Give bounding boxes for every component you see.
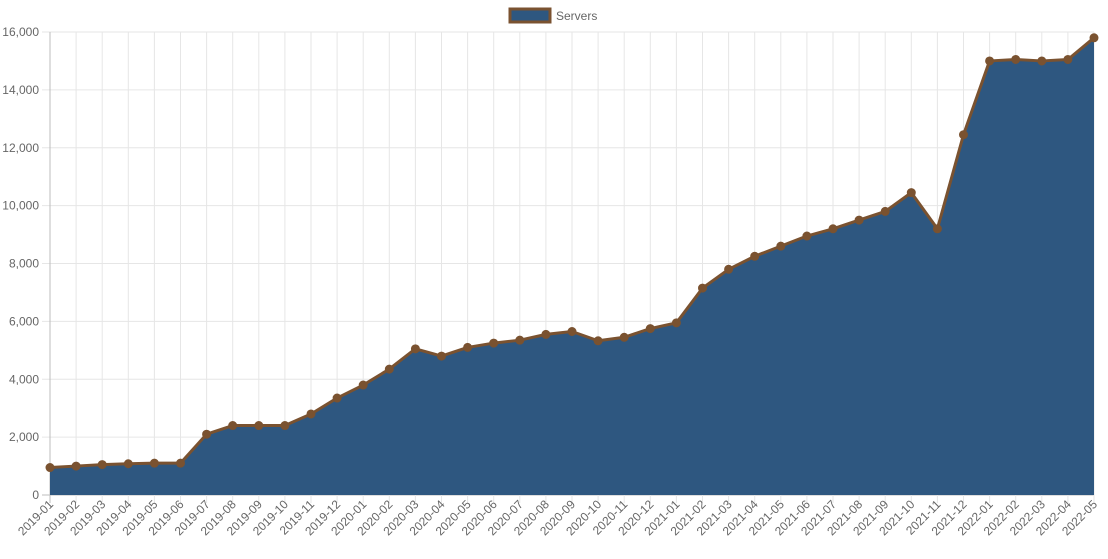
- data-point[interactable]: [802, 231, 812, 241]
- data-point[interactable]: [1011, 54, 1021, 64]
- y-tick-label: 0: [32, 488, 39, 502]
- x-axis: 2019-012019-022019-032019-042019-052019-…: [15, 497, 1100, 538]
- data-point[interactable]: [671, 318, 681, 328]
- data-point[interactable]: [463, 342, 473, 352]
- data-point[interactable]: [619, 332, 629, 342]
- data-point[interactable]: [828, 224, 838, 234]
- y-tick-label: 16,000: [2, 25, 39, 39]
- data-point[interactable]: [280, 421, 290, 431]
- data-point[interactable]: [71, 461, 81, 471]
- y-tick-label: 2,000: [9, 430, 39, 444]
- data-point[interactable]: [1037, 56, 1047, 66]
- y-tick-label: 12,000: [2, 141, 39, 155]
- data-point[interactable]: [384, 364, 394, 374]
- data-point[interactable]: [306, 409, 316, 419]
- data-point[interactable]: [1089, 33, 1099, 43]
- data-point[interactable]: [437, 351, 446, 361]
- series-points: [45, 33, 1099, 473]
- y-tick-label: 6,000: [9, 314, 39, 328]
- data-point[interactable]: [1063, 54, 1073, 64]
- data-point[interactable]: [932, 224, 942, 234]
- data-point[interactable]: [97, 460, 107, 470]
- data-point[interactable]: [750, 251, 760, 261]
- area-fill: [50, 37, 1094, 495]
- data-point[interactable]: [410, 344, 420, 354]
- data-point[interactable]: [985, 56, 995, 66]
- y-tick-label: 14,000: [2, 83, 39, 97]
- data-point[interactable]: [489, 338, 499, 348]
- data-point[interactable]: [228, 421, 238, 431]
- data-point[interactable]: [541, 329, 551, 339]
- data-point[interactable]: [123, 459, 133, 469]
- data-point[interactable]: [776, 241, 786, 251]
- data-point[interactable]: [202, 429, 212, 439]
- y-axis: 0 2,000 4,000 6,000 8,000 10,000 12,000 14,000 1…: [2, 25, 39, 502]
- y-tick-label: 8,000: [9, 257, 39, 271]
- data-point[interactable]: [567, 327, 577, 337]
- legend-swatch[interactable]: [508, 7, 552, 24]
- data-point[interactable]: [880, 206, 890, 216]
- data-point[interactable]: [254, 421, 264, 431]
- data-point[interactable]: [149, 458, 159, 468]
- data-point[interactable]: [724, 264, 734, 274]
- data-point[interactable]: [515, 335, 525, 345]
- y-tick-label: 4,000: [9, 372, 39, 386]
- data-point[interactable]: [906, 188, 916, 198]
- legend-label[interactable]: Servers: [556, 9, 597, 23]
- y-tick-label: 10,000: [2, 199, 39, 213]
- data-point[interactable]: [358, 380, 368, 390]
- data-point[interactable]: [332, 393, 342, 403]
- data-point[interactable]: [45, 463, 55, 473]
- data-point[interactable]: [593, 336, 603, 346]
- data-point[interactable]: [854, 215, 864, 225]
- data-point[interactable]: [176, 458, 185, 468]
- data-point[interactable]: [959, 130, 968, 140]
- legend[interactable]: Servers: [508, 7, 597, 24]
- data-point[interactable]: [645, 324, 655, 334]
- data-point[interactable]: [698, 283, 707, 293]
